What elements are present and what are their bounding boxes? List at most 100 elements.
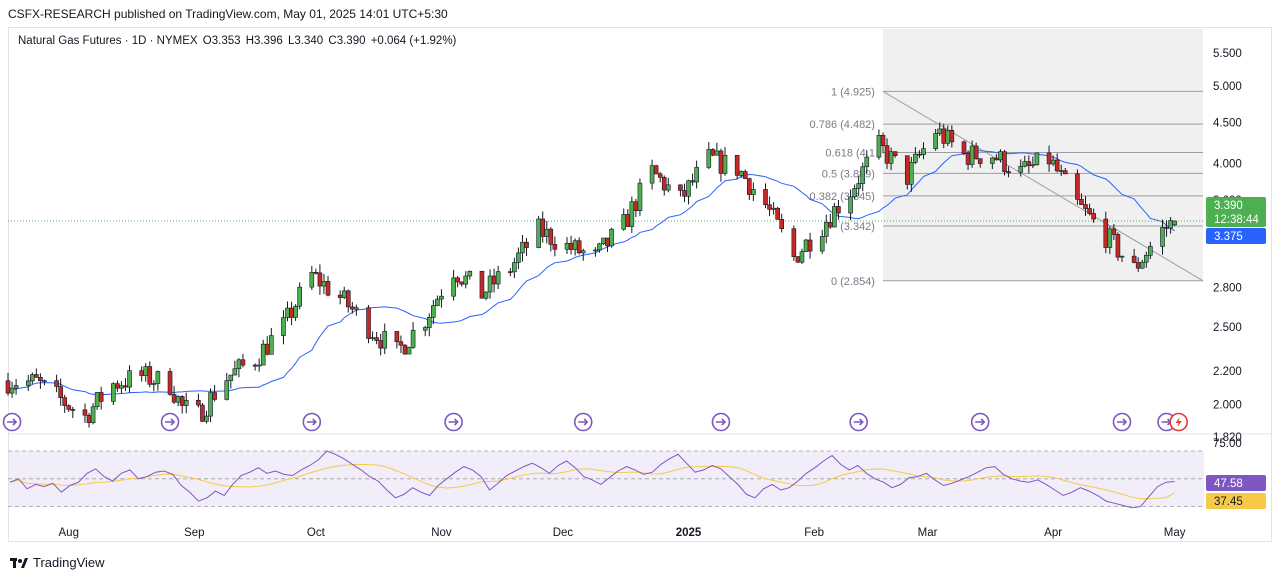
candle-body: [398, 341, 404, 346]
candle-body: [998, 151, 1003, 161]
fib-level-label: (3.342): [840, 221, 875, 233]
axes: 5.5005.0004.5004.0003.6002.8002.5002.200…: [59, 48, 1242, 539]
candle-body: [119, 385, 124, 389]
ma-badge-group: 3.375: [1206, 228, 1266, 244]
fib-level-label: 0.382 (3.645): [810, 191, 875, 203]
candle-body: [937, 128, 942, 134]
rsi-ma-value-text: 37.45: [1214, 496, 1243, 508]
candle-body: [224, 380, 230, 400]
candle-body: [98, 392, 104, 402]
candle-body: [803, 239, 809, 252]
arrow-right-icon: [578, 418, 589, 426]
candle-body: [536, 218, 541, 248]
candle-body: [317, 272, 323, 287]
x-tick-label: May: [1164, 527, 1186, 539]
candle-body: [714, 150, 720, 156]
candle-body: [285, 307, 290, 318]
x-tick-label: Dec: [553, 527, 574, 539]
candle-body: [455, 277, 460, 283]
candle-body: [1050, 159, 1056, 165]
candle-body: [406, 347, 412, 355]
candle-body: [370, 337, 375, 339]
last-price-badge: [1206, 197, 1266, 227]
candle-body: [325, 281, 331, 296]
candle-body: [767, 204, 772, 210]
rsi-ma-badge: [1206, 493, 1266, 509]
arrow-right-icon: [715, 418, 727, 426]
candle-body: [435, 298, 440, 306]
tradingview-brand[interactable]: TradingView: [10, 555, 105, 570]
candle-body: [289, 307, 294, 318]
candle-body: [139, 370, 144, 376]
candle-body: [742, 171, 748, 179]
candle-body: [463, 275, 469, 285]
symbol-name: Natural Gas Futures · 1D · NYMEX: [18, 35, 198, 47]
last-price-text-sub: 12:38:44: [1214, 214, 1259, 226]
candle-body: [402, 344, 408, 355]
candle-body: [941, 128, 947, 144]
candle-body: [969, 145, 975, 165]
candle-body: [593, 249, 598, 252]
candle-body: [293, 305, 298, 318]
candle-body: [649, 165, 655, 184]
candle-body: [467, 270, 473, 277]
candle-body: [949, 129, 955, 143]
candle-body: [884, 145, 890, 164]
candle-body: [921, 148, 926, 155]
ma-value-text: 3.375: [1214, 231, 1243, 243]
candle-body: [1111, 228, 1117, 235]
candle-body: [115, 383, 120, 389]
ma-badge: [1206, 228, 1266, 244]
candle-body: [1143, 254, 1149, 263]
candle-body: [256, 364, 262, 367]
ohlc-change: +0.064 (+1.92%): [370, 35, 457, 47]
candle-body: [880, 135, 886, 146]
x-tick-label: Mar: [918, 527, 938, 539]
candle-body: [459, 281, 464, 285]
candle-body: [240, 359, 246, 366]
candle-body: [38, 377, 43, 382]
candle-body: [1160, 227, 1165, 247]
candle-body: [564, 242, 570, 250]
candle-body: [832, 206, 837, 228]
candle-body: [410, 329, 416, 348]
candle-body: [933, 133, 938, 149]
candle-body: [763, 189, 768, 206]
candle-body: [828, 222, 833, 228]
candle-body: [580, 250, 586, 254]
candle-body: [1075, 173, 1080, 200]
candle-body: [520, 241, 525, 254]
candle-body: [431, 305, 436, 318]
candle-body: [1115, 234, 1121, 258]
candle-body: [58, 386, 63, 398]
candle-body: [313, 271, 319, 274]
candle-body: [1026, 161, 1032, 166]
candle-body: [621, 214, 627, 230]
candle-body: [378, 340, 383, 349]
candle-body: [111, 383, 116, 402]
candle-body: [568, 242, 574, 250]
candle-body: [495, 271, 501, 285]
candle-body: [483, 291, 489, 299]
candle-body: [269, 335, 274, 355]
candle-body: [540, 218, 546, 237]
candle-body: [892, 151, 898, 156]
candle-body: [819, 236, 825, 252]
candle-body: [1091, 213, 1096, 220]
rsi-ma-line: [9, 463, 1175, 500]
candle-body: [25, 380, 31, 386]
candle-body: [1018, 165, 1024, 173]
candle-body: [147, 366, 153, 385]
candle-body: [345, 290, 351, 308]
candle-body: [799, 251, 805, 263]
candle-body: [1022, 161, 1028, 167]
chart-frame: [8, 27, 1272, 542]
candle-body: [1107, 228, 1113, 248]
candle-body: [823, 222, 829, 237]
candle-body: [1002, 151, 1007, 172]
candle-body: [597, 243, 602, 251]
arrow-right-icon: [1116, 418, 1128, 426]
candle-body: [196, 399, 201, 406]
candle-body: [917, 153, 922, 156]
